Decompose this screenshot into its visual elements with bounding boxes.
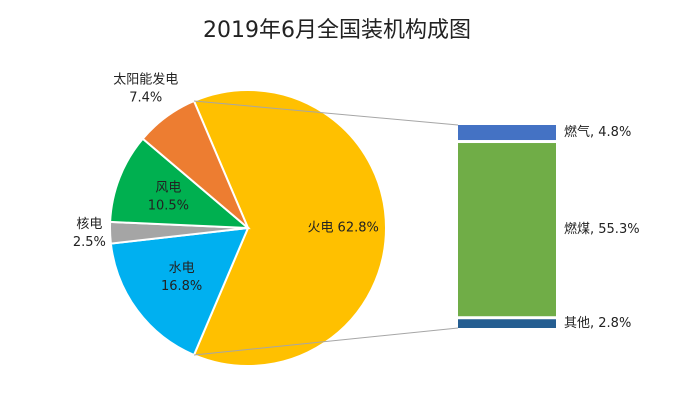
bar-segment-2 <box>458 143 556 317</box>
pie-slice-1 <box>192 89 388 367</box>
pie-slice-5 <box>141 99 249 229</box>
slice-label-value: 10.5% <box>148 198 189 213</box>
slice-label-value: 7.4% <box>129 91 162 106</box>
slice-label-value: 16.8% <box>161 279 202 294</box>
slice-label-name: 核电 <box>76 217 102 232</box>
slice-label-name: 太阳能发电 <box>113 72 178 88</box>
slice-label-name: 水电 <box>169 261 195 276</box>
pie-slice-4 <box>109 137 251 230</box>
connector-line-top <box>193 100 459 126</box>
bar-segment-label: 燃气, 4.8% <box>564 124 631 140</box>
chart-title: 2019年6月全国装机构成图 <box>203 18 471 43</box>
slice-label-name: 火电 <box>308 221 334 236</box>
connector-line-bottom <box>193 327 459 356</box>
slice-label-name: 风电 <box>155 180 181 195</box>
slice-label-value: 2.5% <box>73 235 106 250</box>
bar-segment-label: 燃煤, 55.3% <box>564 221 640 237</box>
bar-segment-3 <box>458 319 556 328</box>
bar-segment-1 <box>458 125 556 141</box>
pie-slice-2 <box>109 226 250 357</box>
bar-segment-label: 其他, 2.8% <box>564 316 631 331</box>
slice-label-value: 62.8% <box>338 221 379 236</box>
